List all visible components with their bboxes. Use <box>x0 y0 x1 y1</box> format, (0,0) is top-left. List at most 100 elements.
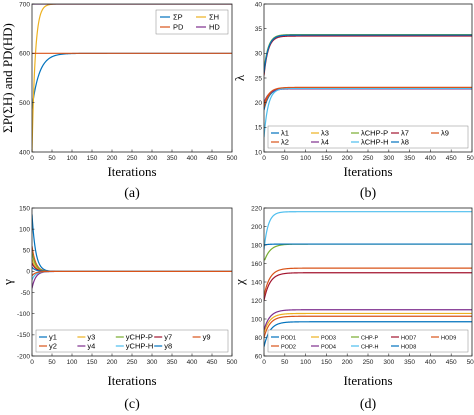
y-tick-label: -150 <box>17 332 30 339</box>
x-tick-label: 450 <box>446 359 457 366</box>
x-tick-label: 400 <box>187 359 198 366</box>
legend-label: y1 <box>49 332 57 341</box>
series-line-HOD9 <box>264 267 472 297</box>
series-line-POD2 <box>264 315 472 338</box>
x-axis-label: Iterations <box>107 164 156 179</box>
legend-label: CHP-H <box>361 344 378 350</box>
y-tick-label: 0 <box>26 269 30 276</box>
series-line-POD3 <box>264 312 472 334</box>
x-tick-label: 100 <box>67 359 78 366</box>
x-tick-label: 500 <box>227 359 238 366</box>
series-line-λ9 <box>264 86 472 106</box>
x-tick-label: 150 <box>87 359 98 366</box>
legend-label: λCHP-H <box>361 137 389 146</box>
x-tick-label: 350 <box>167 359 178 366</box>
y-tick-label: 100 <box>251 316 262 323</box>
x-tick-label: 200 <box>107 155 118 162</box>
series-group <box>264 211 472 347</box>
y-tick-label: 25 <box>255 75 263 82</box>
legend-label: λ8 <box>401 137 409 146</box>
y-tick-label: 100 <box>19 226 30 233</box>
y-tick-label: 140 <box>251 279 262 286</box>
legend-label: y3 <box>87 332 95 341</box>
x-tick-label: 350 <box>404 359 415 366</box>
series-line-HOD7 <box>264 272 472 301</box>
x-tick-label: 450 <box>207 359 218 366</box>
legend-label: POD4 <box>321 344 336 350</box>
x-tick-label: 400 <box>425 155 436 162</box>
chart-b: 0 50 100 150 200 250 300 350 400 450 500 10 15 20 25 30… <box>232 1 474 201</box>
y-tick-label: 200 <box>251 224 262 231</box>
x-tick-label: 0 <box>30 155 34 162</box>
x-tick-label: 100 <box>300 359 311 366</box>
y-tick-label: 160 <box>251 261 262 268</box>
x-tick-label: 450 <box>207 155 218 162</box>
series-line-y9 <box>32 270 232 277</box>
x-tick-label: 500 <box>227 155 238 162</box>
x-tick-label: 150 <box>321 359 332 366</box>
chart-d: 0 50 100 150 200 250 300 350 400 450 500 60 80 100 120… <box>232 205 474 412</box>
x-tick-label: 150 <box>321 155 332 162</box>
y-tick-label: 40 <box>255 1 263 8</box>
legend-label: HOD7 <box>401 335 416 341</box>
legend-label: y7 <box>164 332 172 341</box>
y-axis-label: χ <box>232 279 247 286</box>
legend-label: POD3 <box>321 335 336 341</box>
x-axis-label: Iterations <box>343 164 392 179</box>
legend-label: λ4 <box>321 137 329 146</box>
x-tick-label: 200 <box>342 155 353 162</box>
series-line-HOD8 <box>264 243 472 246</box>
x-tick-label: 400 <box>187 155 198 162</box>
series-line-λ8 <box>264 34 472 74</box>
y-tick-label: 400 <box>19 149 30 156</box>
y-tick-label: 10 <box>255 149 263 156</box>
legend-label: ΣH <box>209 13 219 22</box>
x-tick-label: 400 <box>425 359 436 366</box>
series-group <box>32 4 232 152</box>
panel-caption: (b) <box>360 186 377 201</box>
y-tick-label: 80 <box>255 335 263 342</box>
legend: ΣP ΣH PD HD <box>155 9 229 35</box>
legend-label: ΣP <box>173 13 183 22</box>
series-group <box>264 33 472 138</box>
series-line-CHP-H <box>264 211 472 250</box>
y-tick-label: -100 <box>17 311 30 318</box>
legend: POD1 POD2 POD3 POD4 CHP-P CHP-H HOD7 HOD8 HOD9 <box>267 329 469 353</box>
x-tick-label: 300 <box>147 359 158 366</box>
x-tick-label: 200 <box>342 359 353 366</box>
legend-label: y8 <box>164 341 172 350</box>
x-tick-label: 100 <box>67 155 78 162</box>
y-tick-label: -50 <box>21 290 31 297</box>
y-tick-label: 220 <box>251 205 262 212</box>
legend-label: y4 <box>87 341 95 350</box>
legend-label: CHP-P <box>361 335 378 341</box>
legend-label: λ7 <box>401 128 409 137</box>
legend-label: λCHP-P <box>361 128 388 137</box>
legend-label: POD2 <box>281 344 296 350</box>
x-tick-label: 50 <box>281 359 289 366</box>
legend-label: λ2 <box>281 137 289 146</box>
x-tick-label: 50 <box>48 359 56 366</box>
x-tick-label: 500 <box>467 155 474 162</box>
legend-label: yCHP-P <box>126 332 153 341</box>
x-tick-label: 200 <box>107 359 118 366</box>
x-tick-label: 0 <box>262 155 266 162</box>
legend-label: yCHP-H <box>126 341 154 350</box>
y-axis-label: λ <box>232 74 247 81</box>
x-tick-label: 150 <box>87 155 98 162</box>
x-tick-label: 450 <box>446 155 457 162</box>
legend-label: λ9 <box>441 128 449 137</box>
y-axis-label: γ <box>0 279 15 286</box>
legend-label: HOD9 <box>441 335 456 341</box>
legend-box <box>155 9 229 35</box>
y-axis-label: ΣP(ΣH) and PD(HD) <box>0 23 15 133</box>
series-group <box>32 214 232 289</box>
y-tick-label: 500 <box>19 100 30 107</box>
x-tick-label: 0 <box>262 359 266 366</box>
x-tick-label: 300 <box>383 155 394 162</box>
y-tick-label: 120 <box>251 298 262 305</box>
y-tick-label: 700 <box>19 1 30 8</box>
x-tick-label: 250 <box>363 155 374 162</box>
x-axis-label: Iterations <box>343 373 392 388</box>
